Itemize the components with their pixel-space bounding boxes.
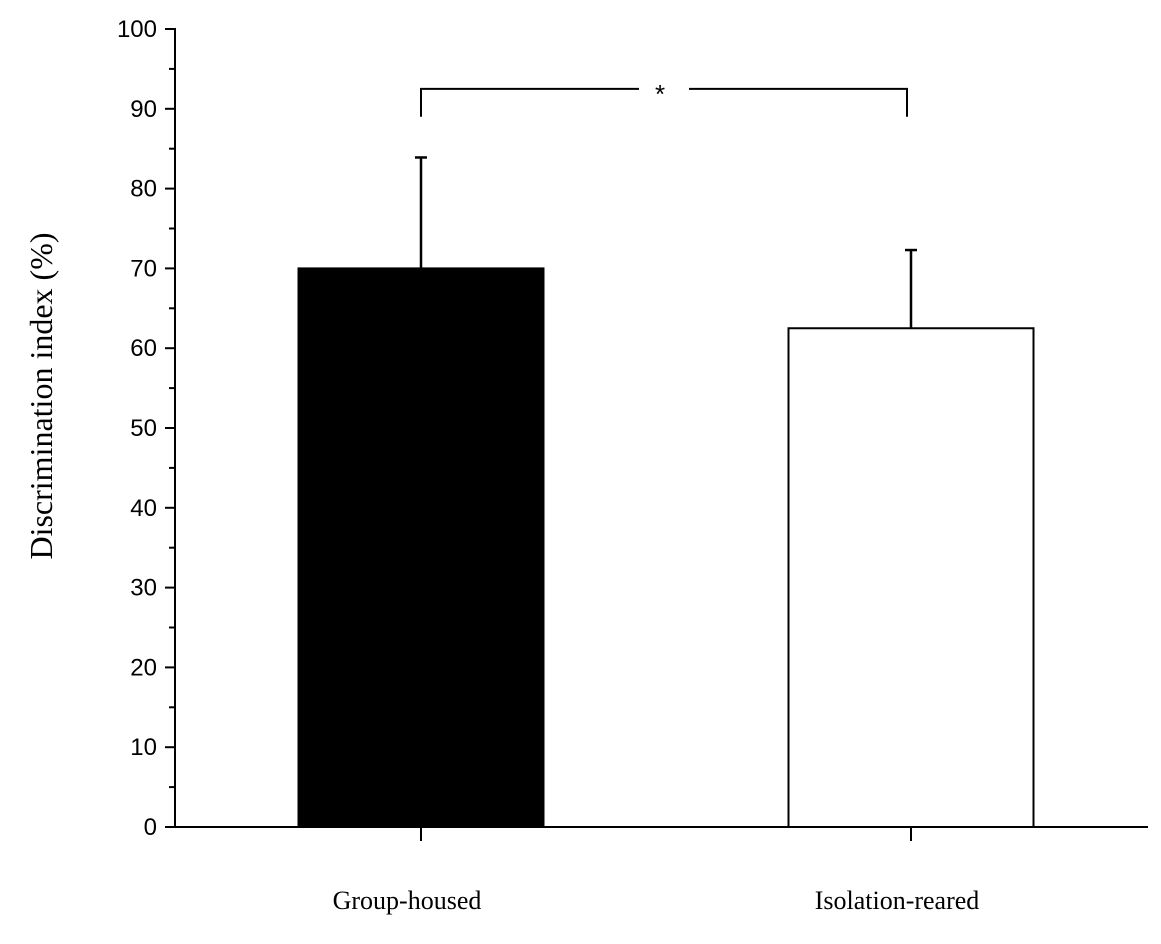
y-tick-label: 20	[130, 654, 157, 681]
y-tick-label: 90	[130, 96, 157, 123]
bars-layer	[297, 267, 1035, 828]
y-axis-title: Discrimination index (%)	[23, 232, 59, 559]
y-tick-label: 30	[130, 575, 157, 602]
y-tick-label: 50	[130, 415, 157, 442]
bar-group-housed	[297, 267, 545, 828]
y-tick-label: 10	[130, 734, 157, 761]
y-tick-label: 40	[130, 495, 157, 522]
bar-isolation-reared	[787, 327, 1035, 828]
category-labels-layer: Group-housed Isolation-reared	[333, 827, 980, 915]
y-tick-label: 70	[130, 255, 157, 282]
y-tick-label: 0	[144, 814, 157, 841]
significance-bracket	[420, 87, 908, 117]
y-tick-label: 80	[130, 176, 157, 203]
y-ticks-layer: 0 10 20 30 40 50 60 70 80 90 100	[117, 16, 175, 841]
y-tick-label: 100	[117, 16, 157, 43]
significance-label: *	[655, 79, 665, 109]
significance-layer: *	[420, 79, 908, 117]
y-tick-label: 60	[130, 335, 157, 362]
x-category-label: Group-housed	[333, 886, 482, 915]
x-category-label: Isolation-reared	[815, 886, 980, 915]
error-bars-layer	[415, 156, 917, 329]
